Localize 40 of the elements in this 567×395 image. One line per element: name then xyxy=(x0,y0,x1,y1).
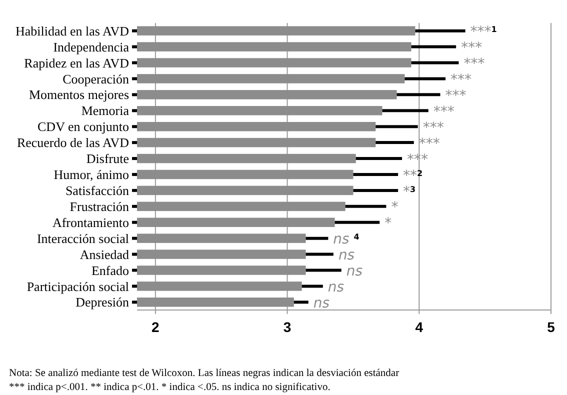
annotation: *** xyxy=(422,120,444,136)
y-tick-label: Cooperación xyxy=(62,71,130,86)
y-tick-label: Satisfacción xyxy=(65,182,130,198)
annotation: ns xyxy=(313,296,330,312)
annotation: *** xyxy=(464,56,485,72)
y-tick-label: Afrontamiento xyxy=(52,214,129,230)
annotation: *** xyxy=(450,72,472,88)
annotation: ns xyxy=(346,264,363,280)
annotation: ns xyxy=(328,280,344,296)
annotation: * xyxy=(384,216,392,232)
annotation: ***$^{1}$ xyxy=(470,24,498,40)
x-tick-label: 3 xyxy=(283,319,292,335)
y-tick-label: Frustración xyxy=(70,198,130,214)
y-tick-label: Disfrute xyxy=(86,151,130,166)
y-tick-label: Interacción social xyxy=(36,230,130,246)
y-tick-label: Momentos mejores xyxy=(28,87,129,102)
y-tick-label: Ansiedad xyxy=(80,246,130,262)
y-tick-label: Participación social xyxy=(26,278,130,294)
y-tick-label: Depresión xyxy=(76,294,130,310)
text: Nota: Se analizó mediante test de Wilcoxon. Las líneas negras indican la desviación estándar xyxy=(9,368,400,379)
y-tick-label: Enfado xyxy=(91,262,129,278)
annotation: ns $^{4}$ xyxy=(333,232,360,248)
y-tick-label: Memoria xyxy=(81,103,130,118)
y-tick-label: Habilidad en las AVD xyxy=(16,23,129,38)
x-tick-label: 2 xyxy=(152,319,160,335)
annotation: *$^{3}$ xyxy=(403,184,416,200)
annotation: * xyxy=(391,200,398,216)
annotation: **$^{2}$ xyxy=(403,168,423,184)
y-tick-label: CDV en conjunto xyxy=(38,119,129,134)
y-tick-label: Recuerdo de las AVD xyxy=(16,135,129,150)
y-tick-label: Independencia xyxy=(53,39,130,54)
text: *** indica p<.001. ** indica p<.01. * indica <.05. ns indica no significativo. xyxy=(9,382,330,393)
annotation: ns xyxy=(338,248,355,264)
x-tick-label: 5 xyxy=(547,319,556,335)
y-tick-label: Rapidez en las AVD xyxy=(24,55,129,70)
annotation: *** xyxy=(433,104,454,120)
annotation: *** xyxy=(461,40,482,56)
annotation: *** xyxy=(445,88,466,104)
y-tick-label: Humor, ánimo xyxy=(54,167,129,182)
x-tick-label: 4 xyxy=(415,319,424,335)
